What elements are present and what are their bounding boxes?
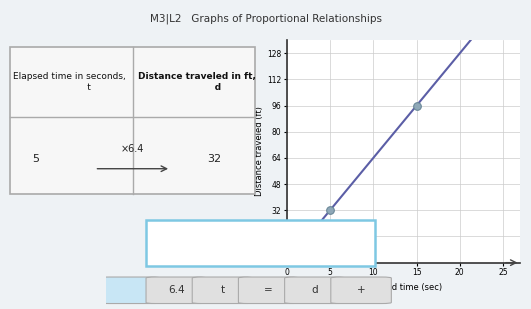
Text: d: d	[312, 285, 318, 295]
Text: 5: 5	[32, 154, 39, 164]
Text: =: =	[264, 285, 273, 295]
FancyBboxPatch shape	[238, 277, 299, 303]
FancyBboxPatch shape	[285, 277, 345, 303]
FancyBboxPatch shape	[100, 277, 160, 303]
FancyBboxPatch shape	[192, 277, 253, 303]
FancyBboxPatch shape	[11, 47, 255, 194]
Text: M3|L2   Graphs of Proportional Relationships: M3|L2 Graphs of Proportional Relationshi…	[150, 13, 381, 24]
Text: 32: 32	[207, 154, 221, 164]
FancyBboxPatch shape	[331, 277, 391, 303]
Y-axis label: Distance traveled (ft): Distance traveled (ft)	[255, 107, 264, 196]
FancyBboxPatch shape	[145, 220, 375, 266]
Text: +: +	[357, 285, 365, 295]
Text: 6.4: 6.4	[168, 285, 185, 295]
Text: Elapsed time in seconds,
              t: Elapsed time in seconds, t	[13, 72, 125, 92]
Text: Distance traveled in ft,
              d: Distance traveled in ft, d	[138, 72, 255, 92]
X-axis label: Elapsed time (sec): Elapsed time (sec)	[364, 283, 443, 292]
FancyBboxPatch shape	[146, 277, 207, 303]
Text: t: t	[220, 285, 225, 295]
Text: ×6.4: ×6.4	[121, 144, 144, 154]
